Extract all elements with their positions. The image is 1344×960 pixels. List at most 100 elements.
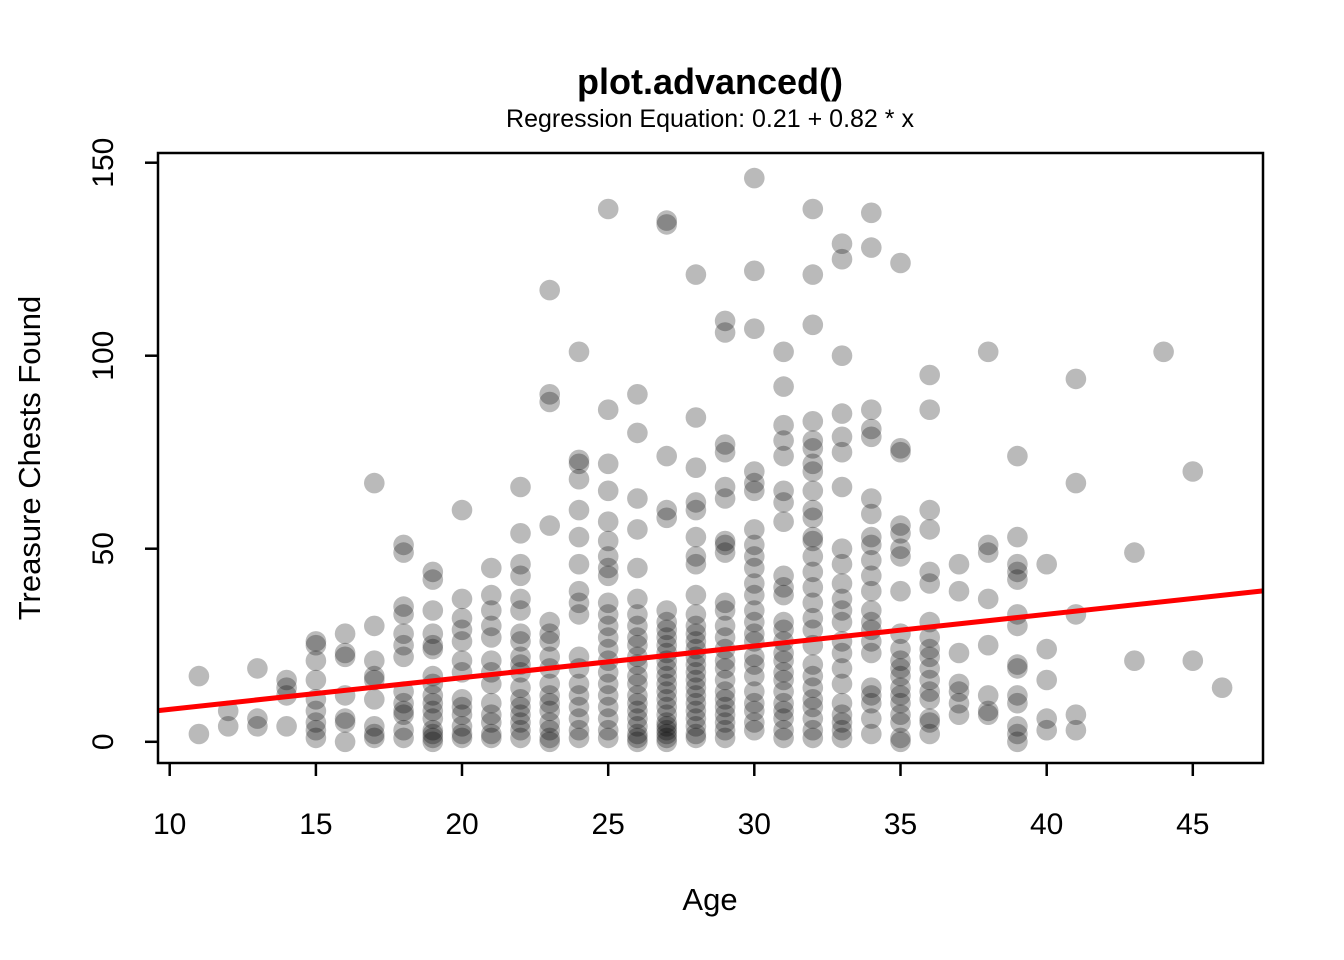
data-point <box>773 700 794 722</box>
data-point <box>247 716 268 737</box>
data-point <box>656 658 677 679</box>
data-point <box>305 712 327 733</box>
data-point <box>481 584 502 606</box>
data-point <box>802 526 824 548</box>
data-point <box>393 534 414 556</box>
data-point <box>977 588 999 610</box>
data-point <box>861 526 882 548</box>
data-point <box>802 665 824 687</box>
data-point <box>656 627 677 648</box>
data-point <box>656 731 677 753</box>
data-point <box>481 692 502 714</box>
data-point <box>744 654 765 675</box>
data-point <box>744 573 765 594</box>
data-point <box>597 685 619 706</box>
data-point <box>977 685 999 706</box>
data-point <box>714 434 736 455</box>
data-point <box>568 592 590 614</box>
data-point <box>656 689 677 710</box>
data-point <box>919 499 940 521</box>
data-point <box>539 391 560 413</box>
data-point <box>831 345 853 367</box>
data-point <box>539 685 560 706</box>
data-point <box>831 403 853 424</box>
data-point <box>481 650 502 671</box>
data-point <box>685 692 707 714</box>
data-point <box>568 727 590 749</box>
data-point <box>773 611 794 633</box>
data-point <box>919 638 940 660</box>
data-point <box>802 677 824 698</box>
data-point <box>422 719 444 741</box>
data-point <box>773 642 794 664</box>
data-point <box>627 519 648 540</box>
data-point <box>568 685 590 706</box>
data-point <box>656 600 677 621</box>
data-point <box>744 519 765 540</box>
data-point <box>685 716 707 737</box>
data-point <box>451 689 473 710</box>
data-point <box>802 654 824 675</box>
data-point <box>831 642 853 664</box>
data-point <box>919 708 940 729</box>
data-point <box>714 592 736 614</box>
data-point <box>597 198 619 220</box>
data-point <box>656 499 677 521</box>
data-point <box>773 577 794 598</box>
data-point <box>685 407 707 428</box>
data-point <box>481 727 502 749</box>
data-point <box>597 719 619 741</box>
data-point <box>685 615 707 637</box>
y-axis-label: Treasure Chests Found <box>12 296 47 621</box>
data-point <box>919 723 940 745</box>
data-point <box>568 604 590 625</box>
data-point <box>597 638 619 660</box>
data-point <box>597 565 619 587</box>
points-layer <box>188 167 1233 753</box>
data-point <box>422 623 444 644</box>
data-point <box>744 712 765 733</box>
data-point <box>422 708 444 729</box>
data-point <box>393 719 414 741</box>
data-point <box>890 731 911 753</box>
data-point <box>451 650 473 671</box>
data-point <box>597 615 619 637</box>
data-point <box>510 588 531 610</box>
data-point <box>773 681 794 702</box>
data-point <box>773 584 794 606</box>
data-point <box>685 546 707 567</box>
data-point <box>861 580 882 602</box>
data-point <box>481 557 502 579</box>
data-point <box>977 341 999 363</box>
data-point <box>656 716 677 737</box>
data-point <box>656 727 677 749</box>
data-point <box>393 646 414 668</box>
data-point <box>831 573 853 594</box>
data-point <box>334 646 356 668</box>
data-point <box>539 719 560 741</box>
data-point <box>510 704 531 725</box>
data-point <box>685 499 707 521</box>
data-point <box>831 692 853 714</box>
data-point <box>510 600 531 621</box>
data-point <box>773 492 794 513</box>
data-point <box>831 588 853 610</box>
data-point <box>714 704 736 725</box>
data-point <box>685 553 707 575</box>
data-point <box>861 723 882 745</box>
data-point <box>393 692 414 714</box>
data-point <box>539 611 560 633</box>
data-point <box>451 619 473 641</box>
data-point <box>276 677 297 698</box>
data-point <box>1007 723 1028 745</box>
data-point <box>510 719 531 741</box>
data-point <box>773 480 794 502</box>
data-point <box>451 607 473 629</box>
data-point <box>831 476 853 498</box>
data-point <box>656 214 677 235</box>
data-point <box>685 264 707 285</box>
data-point <box>334 708 356 729</box>
data-point <box>510 689 531 710</box>
data-point <box>744 260 765 282</box>
data-point <box>685 492 707 513</box>
